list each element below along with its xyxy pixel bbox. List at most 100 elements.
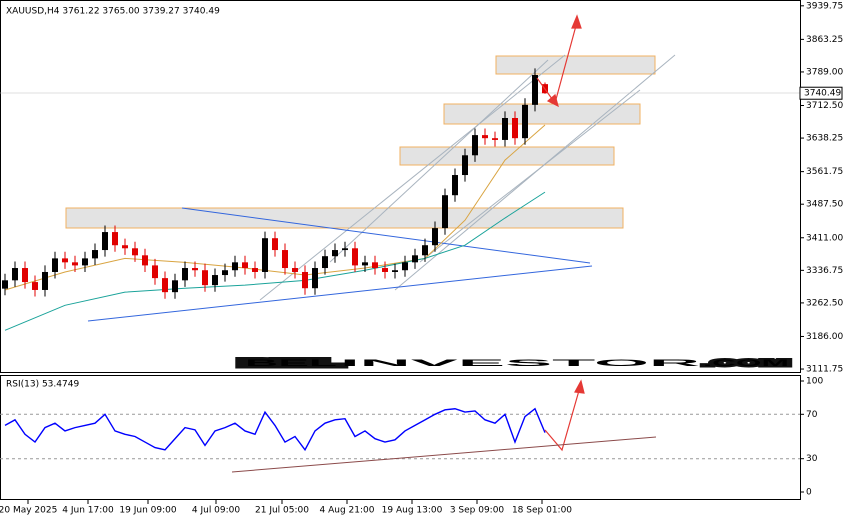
candle-body	[282, 250, 288, 269]
y-tick-label: 30	[806, 454, 818, 464]
candle-body	[302, 271, 308, 289]
x-tick-label: 18 Sep 01:00	[512, 506, 572, 516]
watermark-com: .COM	[703, 358, 789, 368]
x-tick-label: 20 May 2025	[0, 506, 57, 516]
watermark-investor: INVESTOR	[340, 358, 704, 368]
candle-body	[372, 262, 378, 269]
candle-body	[172, 280, 178, 293]
watermark: BEL INVESTOR .COM	[243, 356, 791, 371]
arrowhead	[546, 93, 559, 108]
y-tick-label: 3487.50	[806, 200, 843, 210]
arrows	[536, 14, 585, 452]
trend-line	[259, 54, 566, 301]
candle-body	[452, 175, 458, 196]
candle-body	[152, 265, 158, 279]
y-tick-label: 3712.50	[806, 101, 843, 111]
candle-body	[432, 228, 438, 246]
arrowhead	[571, 14, 582, 29]
zone	[65, 207, 624, 229]
candle-body	[212, 275, 218, 286]
x-tick-label: 4 Jun 17:00	[62, 506, 114, 516]
trend-line	[181, 207, 591, 264]
candle-body	[252, 268, 258, 272]
candle-body	[502, 118, 508, 140]
candle-body	[382, 268, 388, 272]
candle-body	[202, 270, 208, 286]
candle-body	[522, 104, 528, 139]
candle-body	[32, 282, 38, 290]
y-tick-label: 3336.75	[806, 266, 843, 276]
trend-line	[419, 89, 641, 263]
arrow-path	[544, 386, 581, 452]
trend-line	[87, 265, 593, 322]
price-label: 3740.49	[804, 89, 841, 99]
candle-body	[2, 280, 8, 289]
candle-body	[242, 262, 248, 269]
rsi-header: RSI(13) 53.4749	[6, 380, 79, 390]
zones	[65, 55, 656, 229]
candle-body	[182, 268, 188, 281]
y-tick-label: 100	[806, 377, 823, 387]
rsi-trend-line	[231, 436, 657, 473]
candle-body	[12, 268, 18, 281]
y-tick-label: 3111.75	[806, 365, 843, 375]
candle-body	[312, 268, 318, 289]
y-tick-label: 0	[806, 488, 812, 498]
candle-body	[442, 195, 448, 229]
y-tick-label: 3561.75	[806, 167, 843, 177]
candle-body	[342, 248, 348, 251]
candle-body	[72, 262, 78, 266]
candle-body	[222, 270, 228, 276]
candle-body	[62, 258, 68, 263]
candle-body	[272, 238, 278, 251]
y-tick-label: 3638.25	[806, 134, 843, 144]
candle-body	[482, 135, 488, 139]
candle-body	[462, 155, 468, 176]
x-tick-label: 4 Aug 21:00	[320, 506, 375, 516]
candle-body	[492, 138, 498, 140]
candle-body	[92, 250, 98, 259]
candle-body	[102, 232, 108, 251]
y-tick-label: 3789.00	[806, 67, 843, 77]
y-tick-label: 3939.75	[806, 1, 843, 11]
zone	[443, 103, 641, 125]
candle-body	[52, 258, 58, 272]
candle-body	[132, 248, 138, 256]
candle-body	[42, 271, 48, 290]
candle-body	[122, 245, 128, 249]
candle-body	[352, 248, 358, 266]
y-tick-label: 70	[806, 410, 818, 420]
candle-body	[262, 238, 268, 272]
candle-body	[292, 268, 298, 272]
y-tick-label: 3186.00	[806, 332, 843, 342]
candle-body	[82, 258, 88, 266]
y-tick-label: 3863.25	[806, 35, 843, 45]
candle-body	[322, 256, 328, 269]
triangle-lines	[87, 207, 593, 322]
rsi-line	[4, 407, 546, 452]
y-tick-label: 3411.00	[806, 233, 843, 243]
x-tick-label: 21 Jul 05:00	[255, 506, 309, 516]
candle-body	[162, 278, 168, 293]
x-tick-label: 4 Jul 09:00	[192, 506, 241, 516]
trend-line	[329, 59, 549, 263]
y-tick-label: 3262.50	[806, 298, 843, 308]
candle-body	[472, 135, 478, 156]
candle-body	[402, 262, 408, 271]
x-tick-label: 19 Aug 13:00	[382, 506, 443, 516]
chart-header: XAUUSD,H4 3761.22 3765.00 3739.27 3740.4…	[6, 7, 220, 17]
candle-body	[192, 268, 198, 271]
candle-body	[332, 250, 338, 257]
candle-body	[142, 255, 148, 266]
candle-body	[362, 262, 368, 266]
zone	[495, 55, 656, 75]
candle-body	[422, 245, 428, 256]
arrowhead	[574, 379, 585, 394]
channel-lines	[259, 54, 676, 301]
candle-body	[232, 262, 238, 271]
candle-body	[532, 75, 538, 105]
candle-body	[22, 268, 28, 283]
price-label-box	[799, 86, 843, 100]
